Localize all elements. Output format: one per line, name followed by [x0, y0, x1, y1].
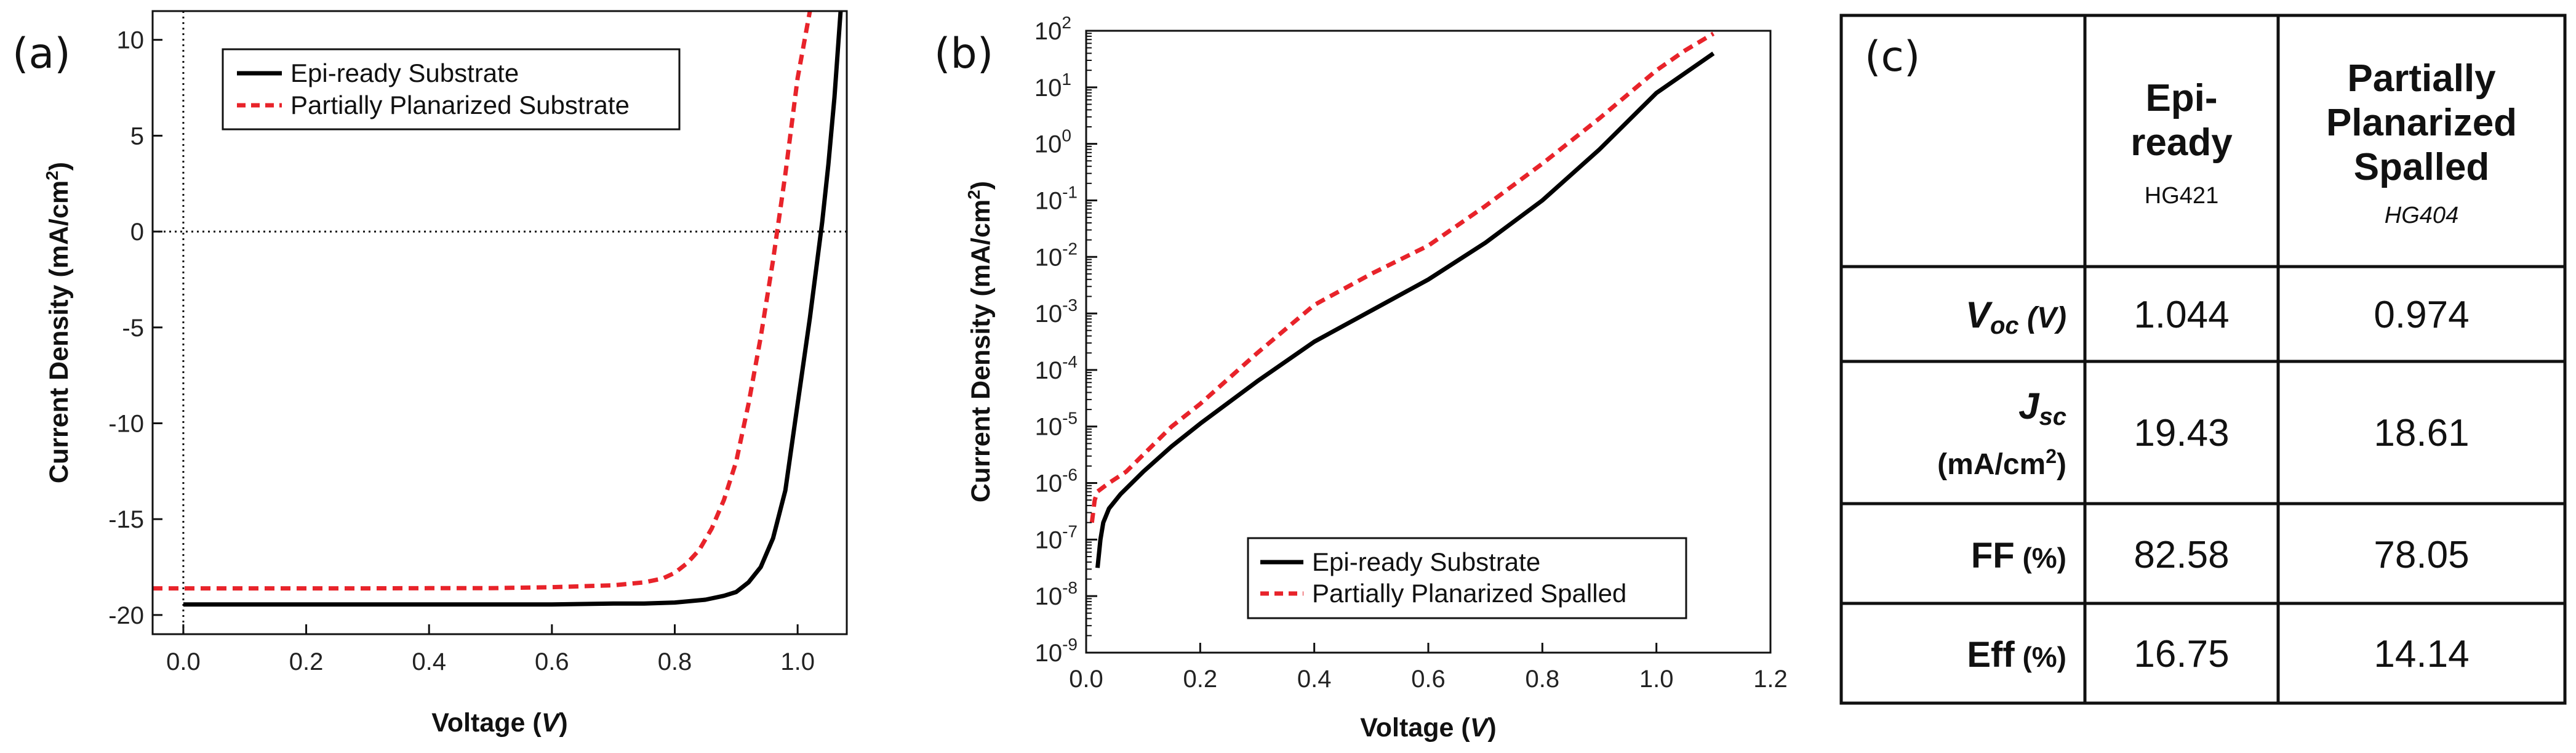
table-col-1-title-line-2: ready [2130, 121, 2233, 164]
table-row-voc-epi: 1.044 [2134, 294, 2229, 336]
table-row-ff-label: FF (%) [1971, 536, 2066, 576]
table-row-jsc-spalled: 18.61 [2374, 412, 2469, 454]
panel-a-x-ticks: 0.0 0.2 0.4 0.6 0.8 1.0 [166, 624, 815, 675]
table-row-voc-spalled: 0.974 [2374, 294, 2469, 336]
panel-b-ytick-label: 10-9 [1035, 635, 1078, 667]
panel-a-legend-epi: Epi-ready Substrate [290, 58, 519, 87]
table-row-jsc-unit: (mA/cm2) [1937, 445, 2066, 481]
table-col-2-sample: HG404 [2385, 203, 2458, 228]
panel-b-xtick-label: 0.2 [1183, 666, 1218, 693]
panel-b-legend: Epi-ready Substrate Partially Planarized… [1247, 537, 1687, 619]
panel-b-ytick-label: 100 [1034, 126, 1071, 158]
panel-b-xtick-label: 1.2 [1753, 666, 1788, 693]
panel-b-ytick-label: 10-1 [1035, 182, 1078, 214]
table-col-2-title-line-3: Spalled [2354, 146, 2490, 188]
panel-c-results-table: (c) Epi- ready HG421 Partially Planarize… [1839, 14, 2567, 705]
panel-a-ytick-label: -5 [122, 315, 144, 342]
panel-a-label: (a) [12, 30, 71, 78]
table-row-eff-epi: 16.75 [2134, 633, 2229, 675]
panel-b-ytick-label: 101 [1034, 70, 1071, 102]
panel-b-log-dark-iv: (b) 0.0 0.2 0.4 0.6 0.8 1.0 1.2 10210110010-11… [934, 13, 1788, 743]
table-col-2-title-line-2: Planarized [2326, 102, 2517, 144]
panel-a-xtick-label: 0.4 [412, 648, 446, 675]
panel-a-xtick-label: 0.6 [535, 648, 569, 675]
panel-a-xtick-label: 0.0 [166, 648, 201, 675]
table-row-voc-label: Voc (V) [1966, 294, 2066, 339]
panel-a-ytick-label: 10 [117, 27, 145, 54]
panel-b-legend-box [1247, 537, 1687, 619]
table-frame [1839, 14, 2567, 705]
panel-a-frame [151, 10, 848, 635]
panel-b-series [1089, 31, 1715, 568]
panel-b-y-ticks: 102 101 100 10-1 10-2 10-3 10-4 10-5 10-6 10-7 10-… [1034, 13, 1097, 667]
panel-b-x-ticks: 0.0 0.2 0.4 0.6 0.8 1.0 1.2 [1069, 643, 1788, 693]
table-col-1-sample: HG421 [2145, 183, 2218, 209]
panel-a-series-epi-ready [183, 11, 843, 607]
panel-b-series-epi-ready [1095, 51, 1715, 568]
panel-a-x-axis-title: Voltage (V) [431, 708, 567, 738]
panel-b-xtick-label: 0.0 [1069, 666, 1103, 693]
panel-a-legend-planarized: Partially Planarized Substrate [290, 91, 630, 119]
table-row-jsc-label: Jsc [2018, 385, 2066, 430]
panel-a-ytick-label: 5 [130, 123, 144, 150]
table-row-ff-epi: 82.58 [2134, 534, 2229, 576]
panel-a-xtick-label: 0.2 [289, 648, 324, 675]
panel-b-y-axis-title: Current Density (mA/cm2) [964, 181, 996, 502]
panel-b-xtick-label: 1.0 [1639, 666, 1674, 693]
panel-a-ytick-label: 0 [130, 219, 144, 246]
panel-b-x-axis-title: Voltage (V) [1360, 713, 1496, 743]
table-row-jsc-epi: 19.43 [2134, 412, 2229, 454]
panel-b-ytick-label: 10-8 [1035, 578, 1078, 610]
panel-b-label: (b) [934, 30, 993, 78]
panel-a-series [153, 11, 843, 607]
table-col-1-title-line-1: Epi- [2145, 77, 2217, 119]
panel-b-xtick-label: 0.4 [1297, 666, 1332, 693]
panel-a-y-axis-title: Current Density (mA/cm2) [42, 162, 74, 483]
table-row-eff-label: Eff (%) [1967, 635, 2066, 675]
panel-a-series-partially-planarized [153, 11, 812, 591]
panel-a-xtick-label: 0.8 [658, 648, 692, 675]
panel-b-legend-epi: Epi-ready Substrate [1312, 547, 1540, 576]
panel-b-xtick-label: 0.6 [1411, 666, 1446, 693]
panel-b-ytick-label: 10-4 [1035, 352, 1078, 384]
table-col-2-title-line-1: Partially [2347, 57, 2496, 100]
table-row-ff-spalled: 78.05 [2374, 534, 2469, 576]
panel-b-ytick-label: 10-6 [1035, 465, 1078, 497]
panel-a-ytick-label: -15 [108, 506, 144, 533]
panel-a-xtick-label: 1.0 [780, 648, 815, 675]
panel-b-legend-spalled: Partially Planarized Spalled [1312, 579, 1626, 608]
table-row-eff-spalled: 14.14 [2374, 633, 2469, 675]
panel-a-reference-lines [153, 11, 847, 634]
panel-b-ytick-label: 102 [1034, 13, 1071, 45]
panel-a-legend: Epi-ready Substrate Partially Planarized… [222, 48, 681, 131]
panel-a-y-ticks: 10 5 0 -5 -10 -15 -20 [108, 27, 162, 629]
panel-a-linear-jv: (a) 0.0 0.2 0.4 0.6 0.8 1.0 10 5 0 -5 -10 -15 -20 V… [12, 10, 848, 738]
panel-a-ytick-label: -10 [108, 410, 144, 437]
panel-b-xtick-label: 0.8 [1526, 666, 1560, 693]
panel-b-series-partially-planarized-spalled [1089, 31, 1715, 523]
panel-b-ytick-label: 10-5 [1035, 409, 1078, 441]
panel-b-ytick-label: 10-3 [1035, 296, 1078, 328]
panel-a-ytick-label: -20 [108, 602, 144, 629]
panel-c-label: (c) [1865, 33, 1920, 81]
panel-b-ytick-label: 10-2 [1035, 239, 1078, 271]
panel-a-legend-box [222, 48, 681, 131]
panel-b-ytick-label: 10-7 [1035, 521, 1078, 554]
